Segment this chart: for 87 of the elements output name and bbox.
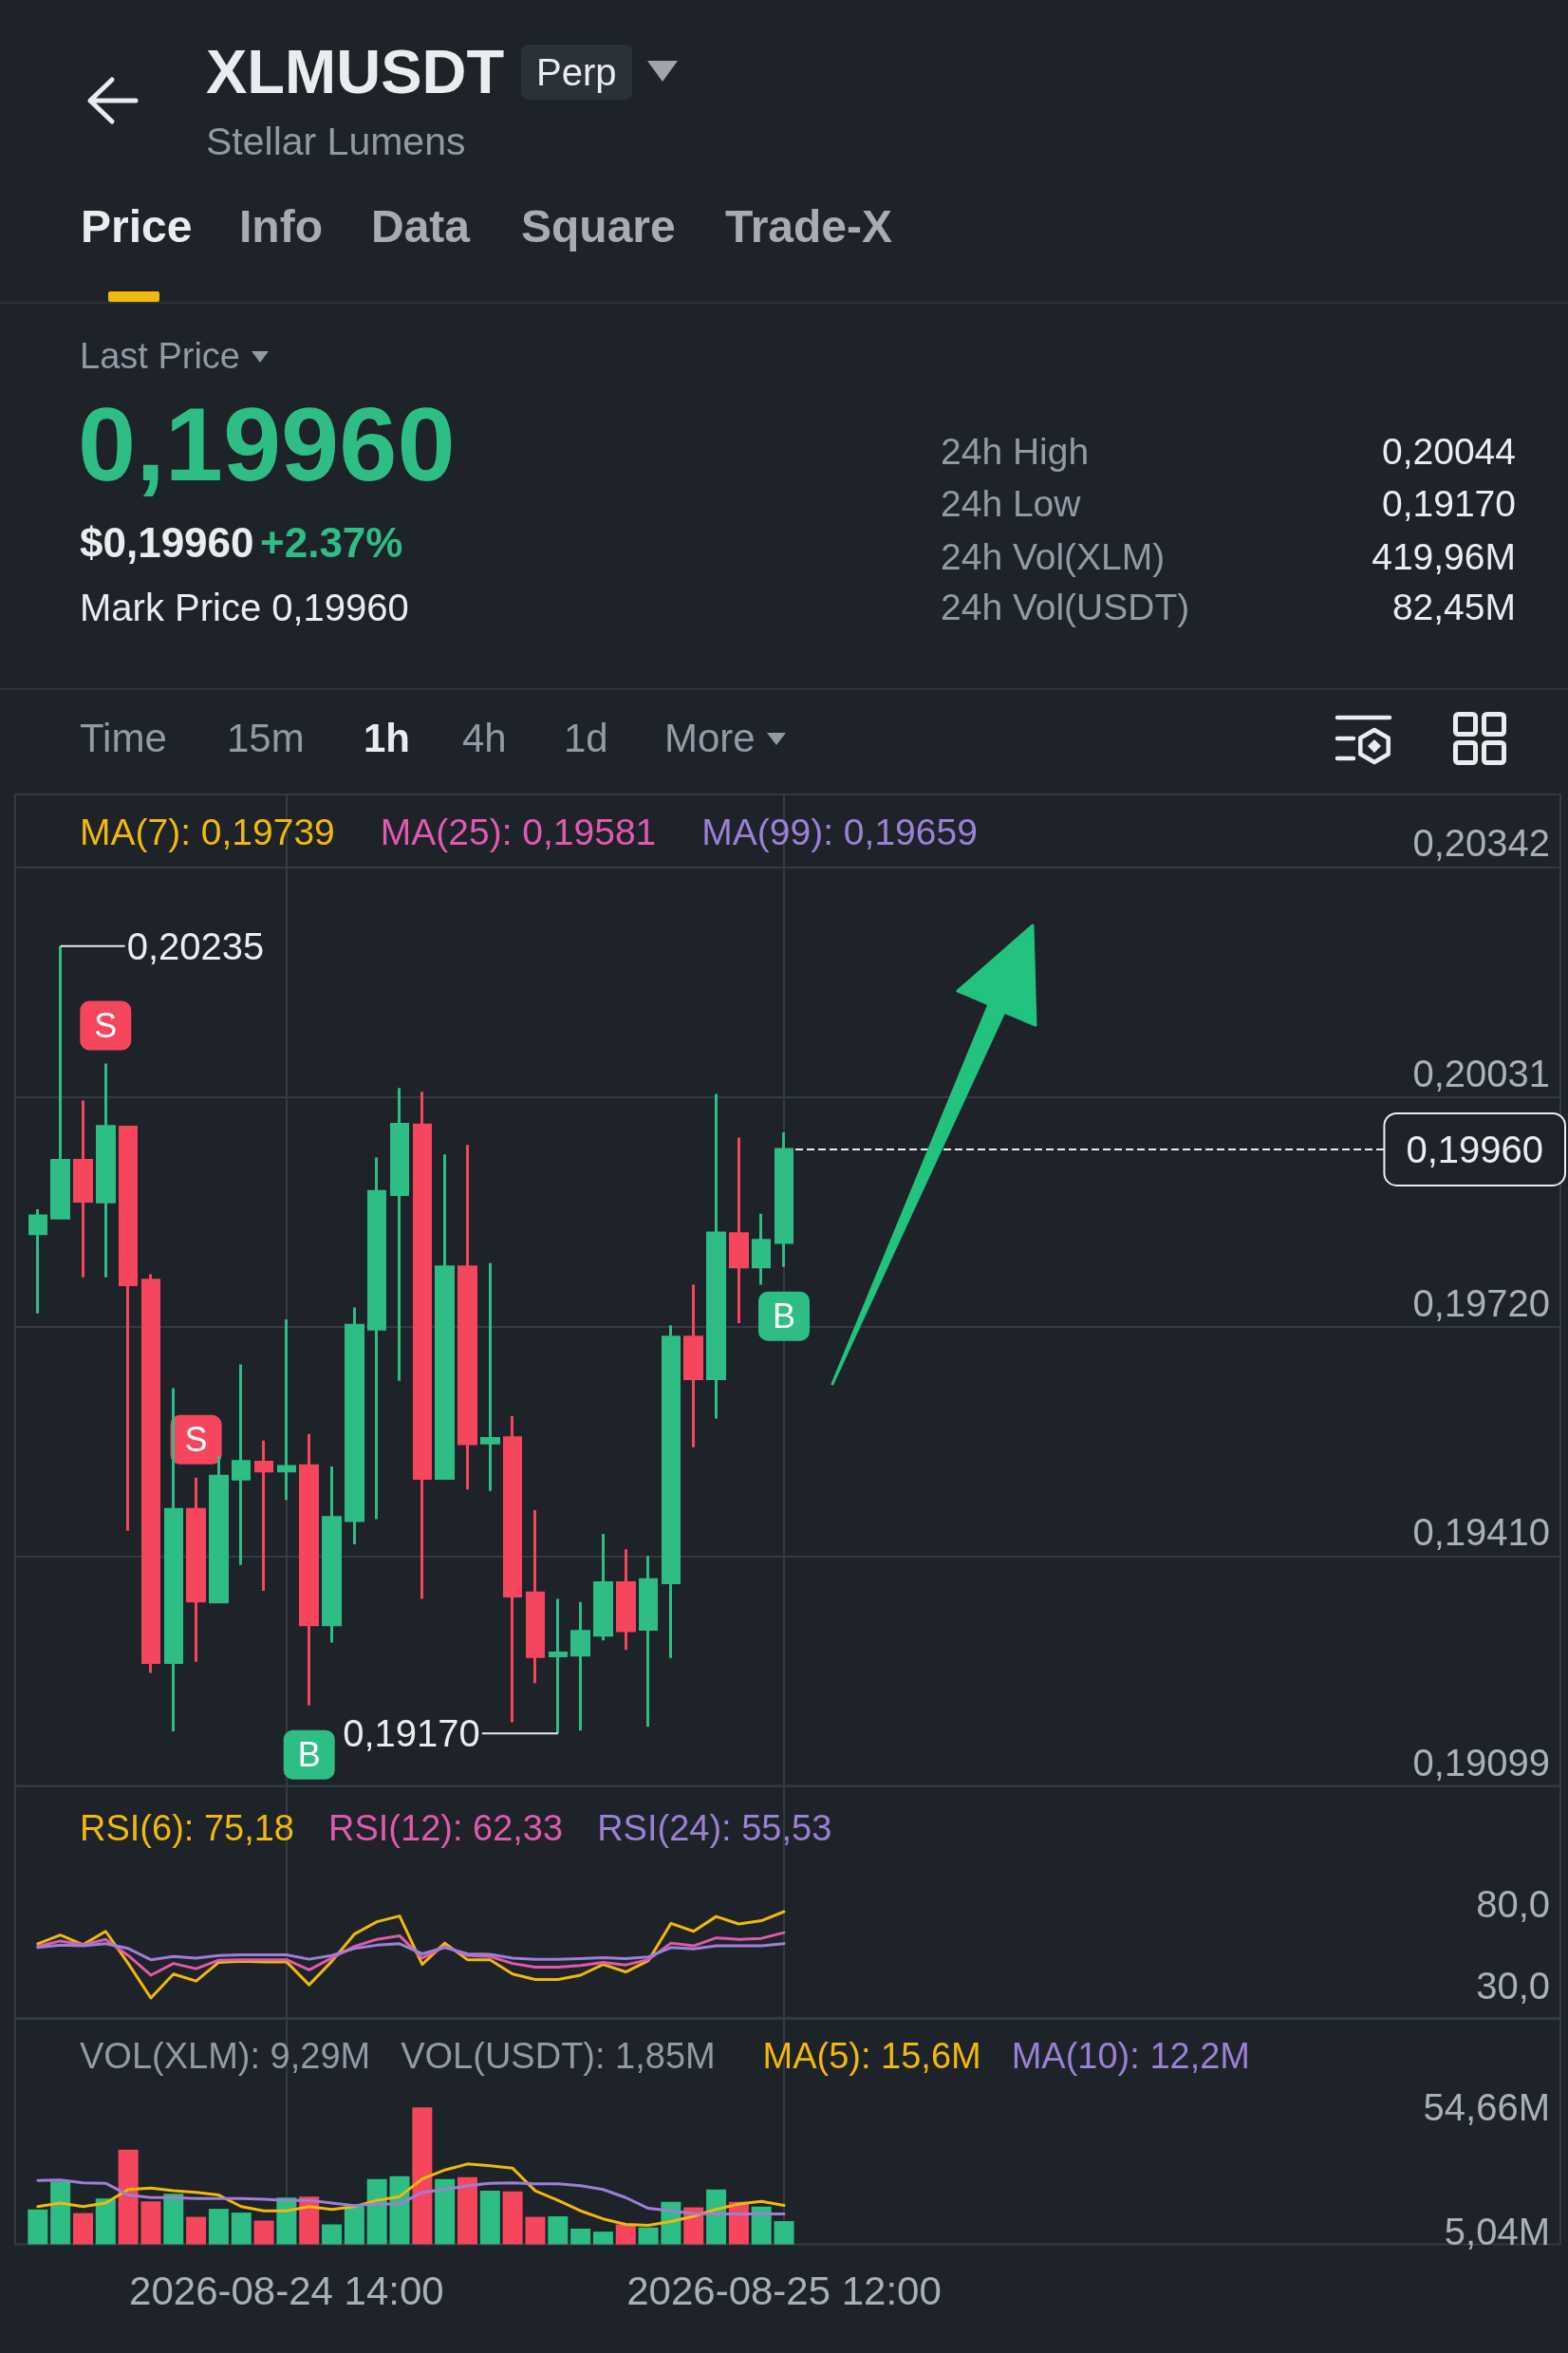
bar [118,2149,139,2245]
bar [774,2221,794,2245]
text: Square [521,200,676,253]
annotation: MA(99): 0,19659 [701,811,978,854]
bar [412,2107,433,2245]
text: More [664,715,756,762]
text: MA(5): 15,6M [762,2036,981,2078]
y-tick-label: 30,0 [1476,1964,1550,2007]
bar [457,2176,477,2245]
text: Info [239,200,323,253]
bar [751,2206,772,2245]
line-series [36,2178,786,2215]
bar [435,2178,456,2245]
annotation: 0,19170 [343,1712,480,1755]
bar [592,2232,613,2245]
x-tick-label: 2026-08-25 12:00 [626,2269,942,2314]
y-tick-label: 0,20031 [1412,1052,1550,1094]
annotation: B [297,1735,321,1775]
y-tick-label: 0,19410 [1412,1511,1550,1554]
annotation: S [184,1420,208,1460]
text: 419,96M [1372,535,1516,579]
bar [638,2227,659,2245]
text: $0,19960 [80,518,254,568]
text: 24h Vol(XLM) [941,535,1166,579]
bar [525,2216,546,2245]
text: MA(10): 12,2M [1011,2036,1250,2078]
text: Stellar Lumens [206,120,466,165]
text: 1d [564,715,608,762]
bar [389,2176,410,2245]
text: Data [371,200,471,253]
text: RSI(24): 55,53 [597,1808,832,1850]
text: 24h Low [941,482,1081,526]
line-series [36,2162,786,2228]
bar [163,2194,184,2245]
annotation: B [773,1297,796,1336]
text: 4h [462,715,507,762]
text: 24h High [941,430,1090,474]
bar [50,2181,71,2245]
text: 0,20044 [1382,430,1516,474]
bar [140,2201,161,2245]
y-tick-label: 0,19099 [1412,1741,1550,1783]
annotation: VOL(USDT): 1,85M [401,2036,716,2078]
bar [72,2213,93,2245]
annotation: MA(7): 0,19739 [80,811,335,854]
text: Trade-X [725,200,893,253]
bar [208,2209,229,2245]
text: Time [80,715,167,762]
annotation: VOL(XLM): 9,29M [80,2036,371,2078]
text: +2.37% [260,518,403,568]
y-tick-label: 0,20342 [1412,822,1550,865]
text: RSI(12): 62,33 [328,1808,564,1850]
bar [615,2224,636,2245]
bar [479,2191,500,2245]
text: 24h Vol(USDT) [941,586,1190,629]
text: Mark Price 0,19960 [80,586,409,629]
bar [95,2198,116,2245]
text: Perp [521,45,632,100]
bar [570,2228,591,2245]
y-tick-label: 54,66M [1423,2086,1550,2129]
line-series [36,1942,786,1962]
text: 15m [227,715,305,762]
bar [28,2209,48,2245]
text: 0,19170 [1382,482,1516,526]
annotation: 0,20235 [126,924,265,967]
bar [231,2213,252,2245]
text: Price [81,200,193,253]
line-series [36,1910,786,2000]
bar [366,2178,387,2245]
x-tick-label: 2026-08-24 14:00 [129,2269,444,2314]
bar [253,2220,274,2245]
text: 0,19960 [78,383,456,504]
text: 82,45M [1391,586,1516,629]
bar [344,2206,364,2245]
ref-line-label: 0,19960 [1406,1128,1543,1170]
y-tick-label: 0,19720 [1412,1281,1550,1324]
bar [186,2216,207,2245]
bar [548,2216,569,2245]
bar [502,2191,523,2245]
y-tick-label: 5,04M [1444,2211,1550,2253]
y-tick-label: 80,0 [1476,1882,1550,1925]
text: RSI(6): 75,18 [80,1808,294,1850]
bar [322,2224,343,2245]
text: XLMUSDT [206,36,505,108]
annotation: MA(25): 0,19581 [380,811,657,854]
text: Last Price [80,336,240,378]
annotation: S [94,1006,118,1046]
text: 1h [364,715,411,762]
